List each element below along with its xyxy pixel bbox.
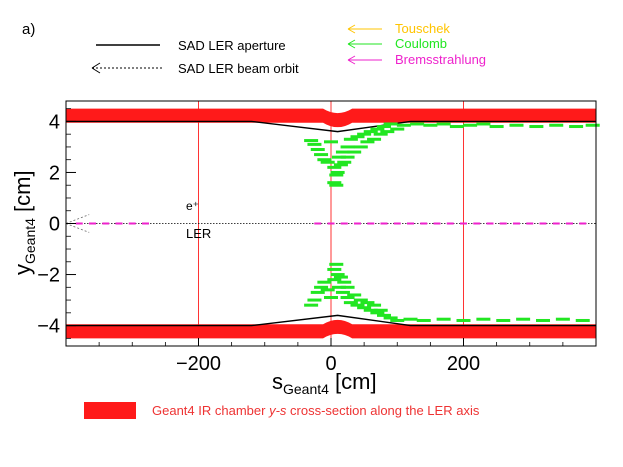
y-tick-label: 4 (49, 111, 60, 133)
annotation-ring: LER (186, 226, 211, 241)
aperture-line-top (66, 120, 596, 133)
annotation-beam: e⁺ (186, 199, 199, 213)
plot-frame (65, 100, 597, 347)
y-axis-title: yGeant4 [cm] (10, 170, 38, 275)
y-axis-unit: [cm] (10, 170, 35, 218)
legend-coulomb-label: Coulomb (395, 36, 447, 51)
legend-top: SAD LER aperture SAD LER beam orbit Tous… (91, 21, 486, 76)
aperture-line-bottom (66, 314, 596, 327)
legend-chamber-italic: y-s (268, 403, 287, 418)
legend-touschek-arrow-icon (347, 24, 356, 34)
beam-spread-lower (65, 223, 90, 233)
x-axis-sub: Geant4 (283, 381, 329, 397)
panel-label: a) (22, 21, 35, 38)
x-axis-unit: [cm] (329, 369, 377, 394)
chamber-wall-bottom (66, 319, 596, 339)
y-tick-label: 0 (49, 214, 60, 236)
legend-chamber-suffix: cross-section along the LER axis (286, 403, 479, 418)
x-tick-label: 0 (325, 353, 336, 375)
legend-aperture-label: SAD LER aperture (178, 38, 286, 53)
svg-text:yGeant4 [cm]: yGeant4 [cm] (10, 170, 38, 275)
legend-orbit-label: SAD LER beam orbit (178, 61, 299, 76)
legend-chamber-label: Geant4 IR chamber y-s cross-section alon… (152, 403, 480, 418)
x-tick-label: −200 (176, 353, 221, 375)
x-tick-label: 200 (447, 353, 480, 375)
svg-text:sGeant4 [cm]: sGeant4 [cm] (272, 369, 377, 397)
legend-chamber-swatch (84, 402, 136, 419)
legend-brems-arrow-icon (347, 55, 356, 65)
y-tick-label: −4 (37, 316, 60, 338)
x-axis-title: sGeant4 [cm] (272, 369, 377, 397)
legend-brems-label: Bremsstrahlung (395, 52, 486, 67)
chamber-wall-top (66, 108, 596, 128)
legend-chamber-prefix: Geant4 IR chamber (152, 403, 269, 418)
plot-area: e⁺ LER −200 0 200 −4 −2 0 2 4 (37, 101, 600, 375)
legend-touschek-label: Touschek (395, 21, 450, 36)
y-tick-label: −2 (37, 265, 60, 287)
y-axis-main: y (10, 264, 35, 275)
beam-spread-upper (65, 214, 90, 224)
y-axis-sub: Geant4 (22, 218, 38, 264)
legend-coulomb-arrow-icon (347, 39, 356, 49)
x-axis-main: s (272, 369, 283, 394)
legend-orbit-arrow-icon (91, 62, 101, 74)
y-tick-label: 2 (49, 162, 60, 184)
series-coulomb (304, 122, 600, 322)
